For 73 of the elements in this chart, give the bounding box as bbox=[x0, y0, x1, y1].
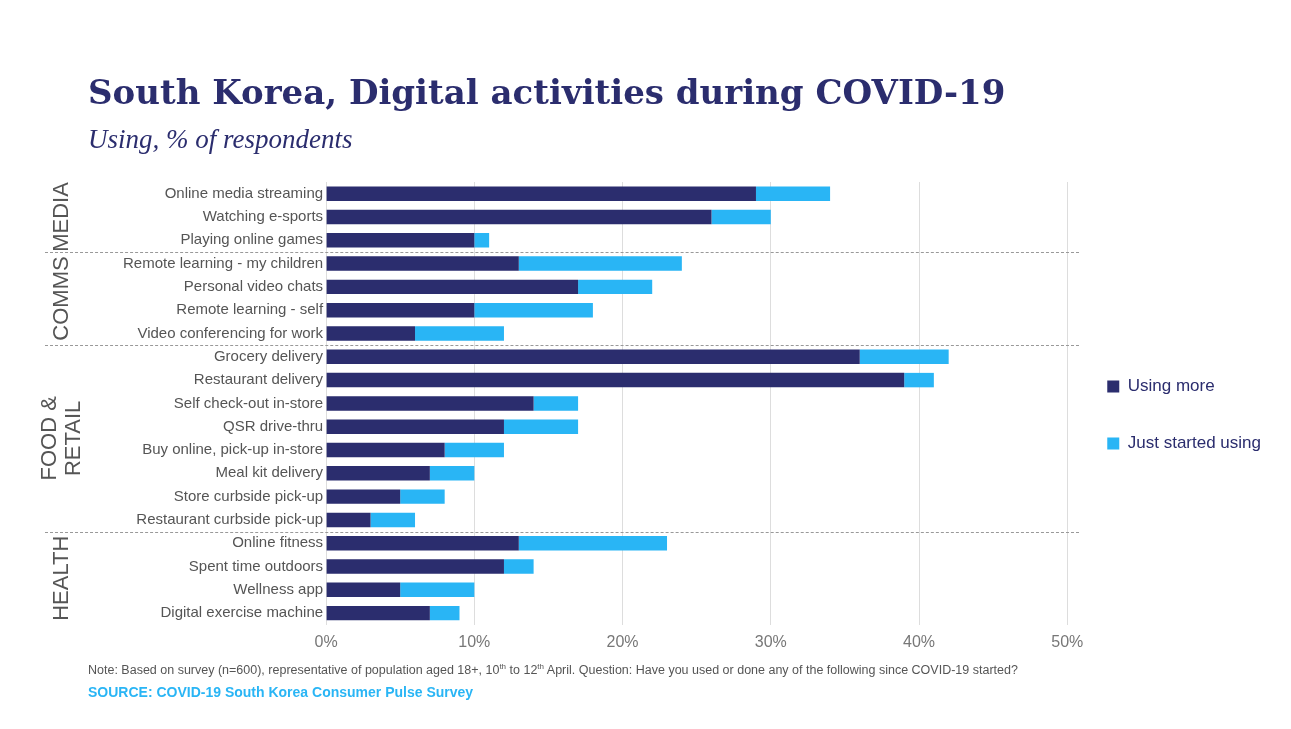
bar bbox=[326, 372, 905, 388]
bar bbox=[859, 349, 949, 365]
bar bbox=[904, 372, 934, 388]
bar bbox=[711, 209, 771, 225]
y-tick-label: Store curbside pick-up bbox=[173, 486, 324, 504]
bar bbox=[326, 559, 504, 574]
bar bbox=[326, 582, 401, 598]
bar bbox=[326, 186, 756, 201]
y-tick-label: Restaurant delivery bbox=[193, 370, 324, 388]
y-tick-label: Restaurant curbside pick-up bbox=[136, 510, 324, 528]
bar bbox=[326, 233, 475, 248]
bar bbox=[326, 605, 430, 621]
legend-label: Just started using bbox=[1127, 433, 1262, 453]
y-tick-label: Personal video chats bbox=[183, 277, 324, 295]
bar bbox=[326, 536, 519, 551]
y-tick-label: Remote learning - my children bbox=[122, 253, 324, 271]
bar bbox=[474, 302, 593, 318]
bar bbox=[326, 302, 475, 318]
bar bbox=[429, 605, 460, 621]
y-tick-label: Playing online games bbox=[180, 230, 324, 248]
bar bbox=[326, 326, 416, 341]
bar bbox=[518, 536, 668, 551]
y-tick-label: Digital exercise machine bbox=[160, 603, 324, 621]
y-tick-label: Self check-out in-store bbox=[173, 393, 324, 411]
bar bbox=[400, 489, 445, 504]
y-tick-label: Remote learning - self bbox=[176, 300, 324, 318]
chart-subtitle: Using, % of respondents bbox=[88, 124, 353, 155]
bar bbox=[326, 466, 430, 481]
x-tick-label: 20% bbox=[606, 632, 639, 650]
bar bbox=[326, 256, 519, 271]
bar bbox=[326, 396, 534, 411]
legend-label: Using more bbox=[1127, 376, 1215, 396]
bar bbox=[755, 186, 831, 201]
bar bbox=[429, 466, 475, 481]
bar bbox=[326, 442, 445, 458]
y-tick-label: Grocery delivery bbox=[213, 346, 324, 364]
text: Note: Based on survey (n=600), representative of population aged 18+, 10$^{th}$ to 12$^{th}$ April. Question: Have you used or done any of the following since COVID-19 started? bbox=[88, 662, 1018, 678]
x-tick-label: 0% bbox=[314, 632, 338, 650]
bar bbox=[326, 349, 860, 365]
bar bbox=[326, 419, 504, 434]
y-tick-label: Video conferencing for work bbox=[137, 323, 324, 341]
bar bbox=[326, 489, 401, 504]
bar bbox=[326, 209, 712, 225]
bar bbox=[326, 512, 371, 528]
text: FOOD & RETAIL bbox=[36, 395, 86, 481]
bar bbox=[503, 559, 534, 574]
bar bbox=[474, 233, 490, 248]
y-tick-label: Online media streaming bbox=[164, 183, 324, 201]
bar bbox=[400, 582, 475, 598]
y-tick-label: Wellness app bbox=[233, 579, 324, 597]
x-tick-label: 30% bbox=[754, 632, 787, 650]
y-tick-label: Spent time outdoors bbox=[188, 556, 324, 574]
x-tick-label: 50% bbox=[1051, 632, 1084, 650]
y-tick-label: Buy online, pick-up in-store bbox=[142, 440, 324, 458]
bar bbox=[533, 396, 579, 411]
y-tick-label: Watching e-sports bbox=[202, 207, 324, 225]
bar bbox=[415, 326, 504, 341]
bar bbox=[503, 419, 579, 434]
text: HEALTH bbox=[48, 535, 74, 621]
bar bbox=[370, 512, 416, 528]
bar bbox=[518, 256, 682, 271]
y-tick-label: QSR drive-thru bbox=[223, 416, 324, 434]
text: COMMS bbox=[48, 256, 74, 341]
text: MEDIA bbox=[48, 181, 74, 252]
bar bbox=[578, 279, 653, 295]
x-tick-label: 40% bbox=[903, 632, 936, 650]
source-note: SOURCE: COVID-19 South Korea Consumer Pulse Survey bbox=[88, 684, 474, 700]
y-tick-label: Online fitness bbox=[232, 533, 324, 551]
y-tick-label: Meal kit delivery bbox=[215, 463, 324, 481]
bar bbox=[444, 442, 504, 458]
x-tick-label: 10% bbox=[458, 632, 491, 650]
chart-title: South Korea, Digital activities during COVID-19 bbox=[88, 72, 1006, 112]
bar bbox=[326, 279, 579, 295]
